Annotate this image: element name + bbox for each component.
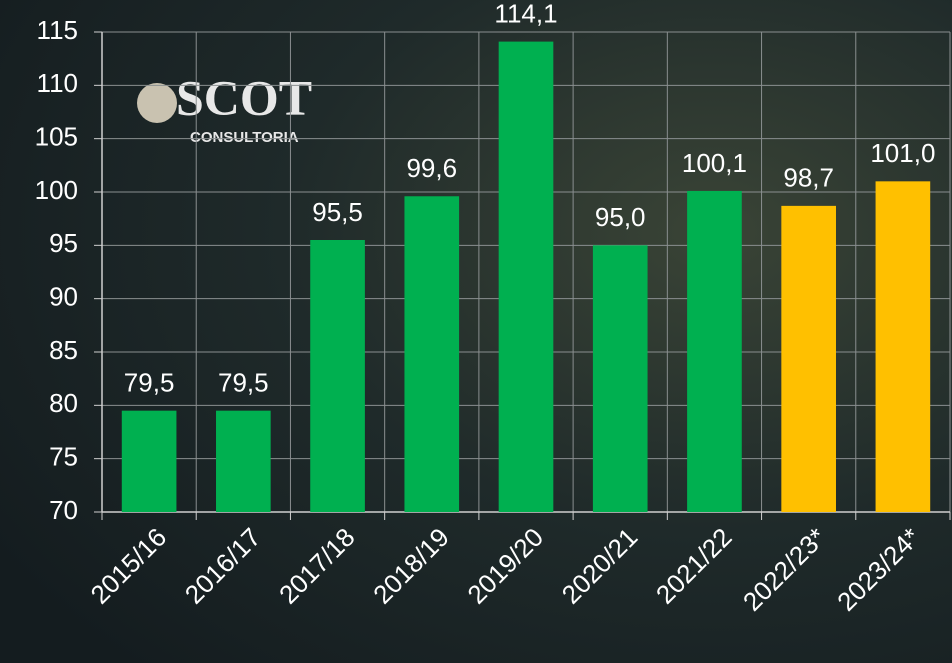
y-tick-label: 110 xyxy=(37,68,78,98)
y-tick-label: 90 xyxy=(49,282,78,312)
logo-name: SCOT xyxy=(176,69,312,125)
bar xyxy=(498,41,554,512)
bar xyxy=(216,410,271,512)
value-label: 95,5 xyxy=(312,197,363,227)
bar xyxy=(310,240,365,512)
bar xyxy=(592,245,648,513)
value-label: 100,1 xyxy=(682,148,747,178)
y-tick-label: 95 xyxy=(49,228,78,258)
bar xyxy=(781,205,836,512)
y-tick-label: 80 xyxy=(49,388,78,418)
bar xyxy=(687,190,742,512)
y-tick-label: 100 xyxy=(35,175,78,205)
y-tick-label: 115 xyxy=(37,15,78,45)
bar xyxy=(121,410,177,512)
y-tick-label: 105 xyxy=(35,122,78,152)
value-label: 114,1 xyxy=(494,0,557,28)
value-label: 98,7 xyxy=(783,163,834,193)
y-tick-label: 70 xyxy=(49,495,78,525)
logo-subtitle: CONSULTORIA xyxy=(190,129,299,146)
value-label: 95,0 xyxy=(595,202,646,232)
y-tick-label: 85 xyxy=(49,335,78,365)
logo: SCOT CONSULTORIA xyxy=(137,69,312,146)
value-label: 79,5 xyxy=(218,368,269,398)
bar xyxy=(875,181,931,513)
value-label: 79,5 xyxy=(124,368,175,398)
y-tick-label: 75 xyxy=(49,442,78,472)
value-label: 101,0 xyxy=(870,138,935,168)
bar xyxy=(404,196,460,512)
value-label: 99,6 xyxy=(406,153,457,183)
logo-icon xyxy=(137,83,177,123)
